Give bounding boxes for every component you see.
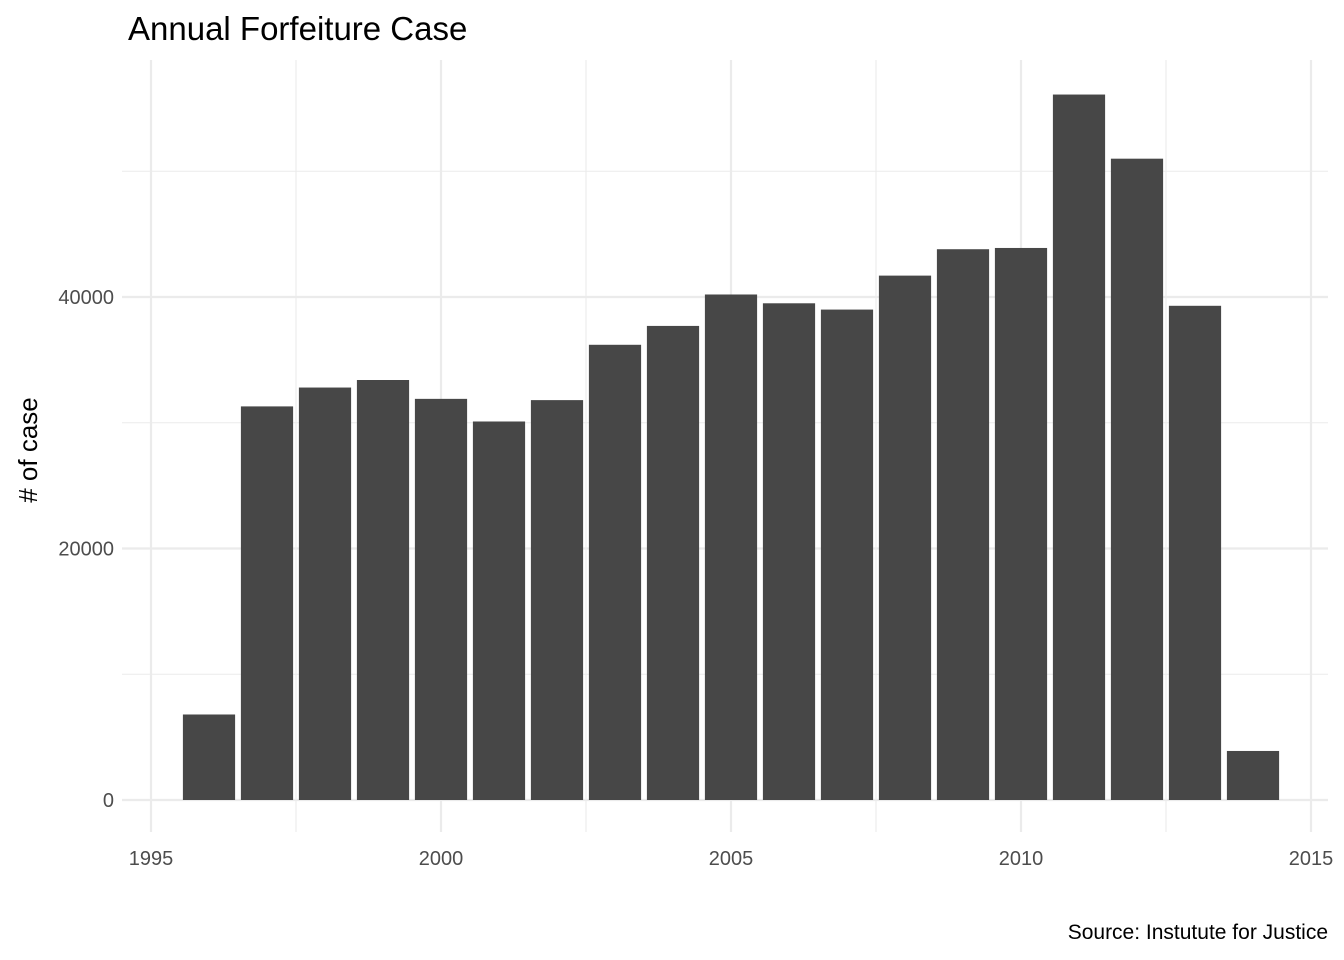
bar-2012: 2012: 51000 (1110, 158, 1164, 800)
chart-title: Annual Forfeiture Case (128, 10, 467, 47)
bars-layer: 1996: 68001997: 313001998: 328001999: 33… (182, 94, 1280, 801)
bar-2011: 2011: 56100 (1052, 94, 1106, 801)
bar-1998: 1998: 32800 (298, 387, 352, 800)
bar-2008: 2008: 41700 (878, 275, 932, 800)
x-tick-label-2005: 2005 (709, 848, 754, 870)
bar-2005: 2005: 40200 (704, 294, 758, 800)
y-tick-label-40000: 40000 (58, 287, 114, 309)
y-axis-title: # of case (13, 397, 43, 503)
y-tick-label-0: 0 (103, 790, 114, 812)
chart-caption: Source: Instutute for Justice (1068, 921, 1328, 944)
bar-2006: 2006: 39500 (762, 303, 816, 800)
x-tick-label-1995: 1995 (129, 848, 174, 870)
bar-2001: 2001: 30100 (472, 421, 526, 800)
bar-2002: 2002: 31800 (530, 400, 584, 800)
bar-2013: 2013: 39300 (1168, 305, 1222, 800)
bar-2007: 2007: 39000 (820, 309, 874, 800)
x-tick-label-2015: 2015 (1289, 848, 1334, 870)
bar-1996: 1996: 6800 (182, 714, 236, 800)
bar-2003: 2003: 36200 (588, 344, 642, 800)
bar-2014: 2014: 3900 (1226, 750, 1280, 800)
bar-1999: 1999: 33400 (356, 380, 410, 800)
bar-2010: 2010: 43900 (994, 247, 1048, 800)
x-tick-label-2000: 2000 (419, 848, 464, 870)
bar-1997: 1997: 31300 (240, 406, 294, 800)
bar-2009: 2009: 43800 (936, 249, 990, 801)
ticks-layer: 1995 2000 2005 2010 2015 0 20000 40000 (58, 287, 1333, 870)
y-tick-label-20000: 20000 (58, 539, 114, 561)
bar-2004: 2004: 37700 (646, 325, 700, 800)
bar-2000: 2000: 31900 (414, 398, 468, 800)
x-tick-label-2010: 2010 (999, 848, 1044, 870)
